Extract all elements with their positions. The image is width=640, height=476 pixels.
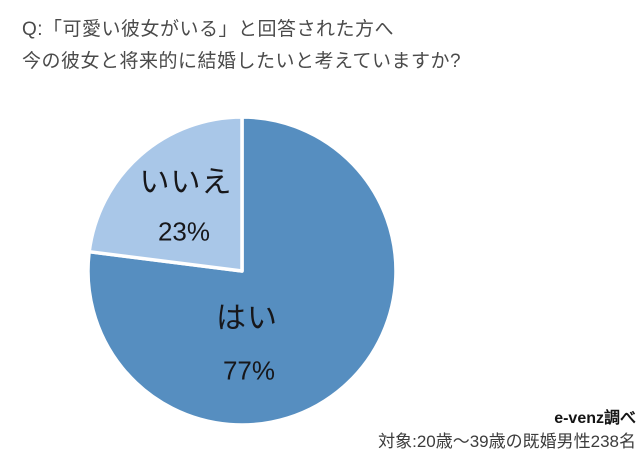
title-line-1: Q:「可愛い彼女がいる」と回答された方へ xyxy=(22,19,395,40)
pie-slice-yes xyxy=(86,115,398,427)
survey-target: 対象:20歳〜39歳の既婚男性238名 xyxy=(378,432,636,451)
slice-label-no: いいえ xyxy=(139,166,233,199)
source-credit: e-venz調べ xyxy=(554,410,636,427)
slice-percent-no: 23% xyxy=(157,216,211,247)
attribution: e-venz調べ 対象:20歳〜39歳の既婚男性238名 xyxy=(378,408,636,454)
pie-slice-no xyxy=(87,115,244,273)
chart-question-title: Q:「可愛い彼女がいる」と回答された方へ 今の彼女と将来的に結婚したいと考えてい… xyxy=(22,14,461,78)
slice-label-yes: はい xyxy=(216,302,278,335)
slice-percent-yes: 77% xyxy=(222,355,276,386)
title-line-2: 今の彼女と将来的に結婚したいと考えていますか? xyxy=(22,51,462,72)
